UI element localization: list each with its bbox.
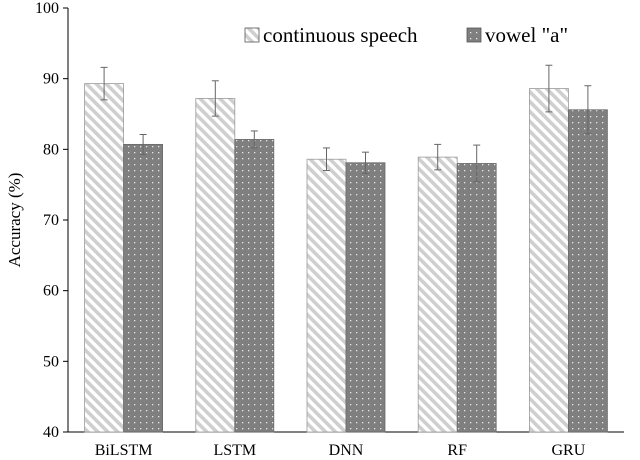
error-bar-continuous-speech-bilstm xyxy=(100,66,108,101)
bar-continuous-speech-bilstm xyxy=(84,83,124,433)
legend-label-continuous-speech: continuous speech xyxy=(263,23,418,47)
legend-swatch-continuous-speech xyxy=(244,27,260,43)
bar-continuous-speech-rf xyxy=(417,156,458,433)
error-bar-vowel-a-rf xyxy=(473,144,481,183)
y-tick-label: 80 xyxy=(43,141,59,158)
x-tick-label-gru: GRU xyxy=(552,442,586,459)
bars xyxy=(84,83,608,433)
x-tick-label-bilstm: BiLSTM xyxy=(95,442,153,459)
bar-vowel-a-dnn xyxy=(345,162,386,433)
legend-label-vowel-a: vowel "a" xyxy=(485,23,568,47)
y-axis-title: Accuracy (%) xyxy=(5,173,24,268)
x-tick-label-lstm: LSTM xyxy=(213,442,256,459)
error-bar-vowel-a-gru xyxy=(584,85,592,135)
error-bar-vowel-a-dnn xyxy=(362,151,369,174)
x-axis: BiLSTM LSTM DNN RF GRU xyxy=(68,431,624,459)
legend-swatch-vowel-a xyxy=(466,27,482,43)
y-tick-label: 70 xyxy=(43,212,59,229)
error-bar-continuous-speech-rf xyxy=(434,143,442,171)
error-bars xyxy=(100,64,592,183)
y-tick-label: 60 xyxy=(43,283,59,300)
y-tick-label: 90 xyxy=(43,71,59,88)
error-bar-continuous-speech-gru xyxy=(545,64,553,113)
bar-vowel-a-rf xyxy=(456,163,497,433)
error-bar-continuous-speech-lstm xyxy=(211,80,219,117)
y-axis: 40 50 60 70 80 90 100 xyxy=(35,0,69,441)
legend: continuous speech vowel "a" xyxy=(244,23,568,47)
error-bar-vowel-a-bilstm xyxy=(139,133,147,155)
error-bar-vowel-a-lstm xyxy=(250,130,258,149)
bar-vowel-a-bilstm xyxy=(123,143,163,433)
error-bar-continuous-speech-dnn xyxy=(323,147,330,172)
bar-continuous-speech-gru xyxy=(529,88,569,433)
y-tick-label: 100 xyxy=(35,0,59,17)
bar-continuous-speech-lstm xyxy=(195,98,236,433)
bar-continuous-speech-dnn xyxy=(306,158,347,433)
x-tick-label-rf: RF xyxy=(447,442,467,459)
y-tick-label: 40 xyxy=(43,424,59,441)
y-tick-label: 50 xyxy=(43,353,59,370)
bar-vowel-a-gru xyxy=(568,109,608,433)
bar-vowel-a-lstm xyxy=(234,139,275,433)
x-tick-label-dnn: DNN xyxy=(329,442,364,459)
